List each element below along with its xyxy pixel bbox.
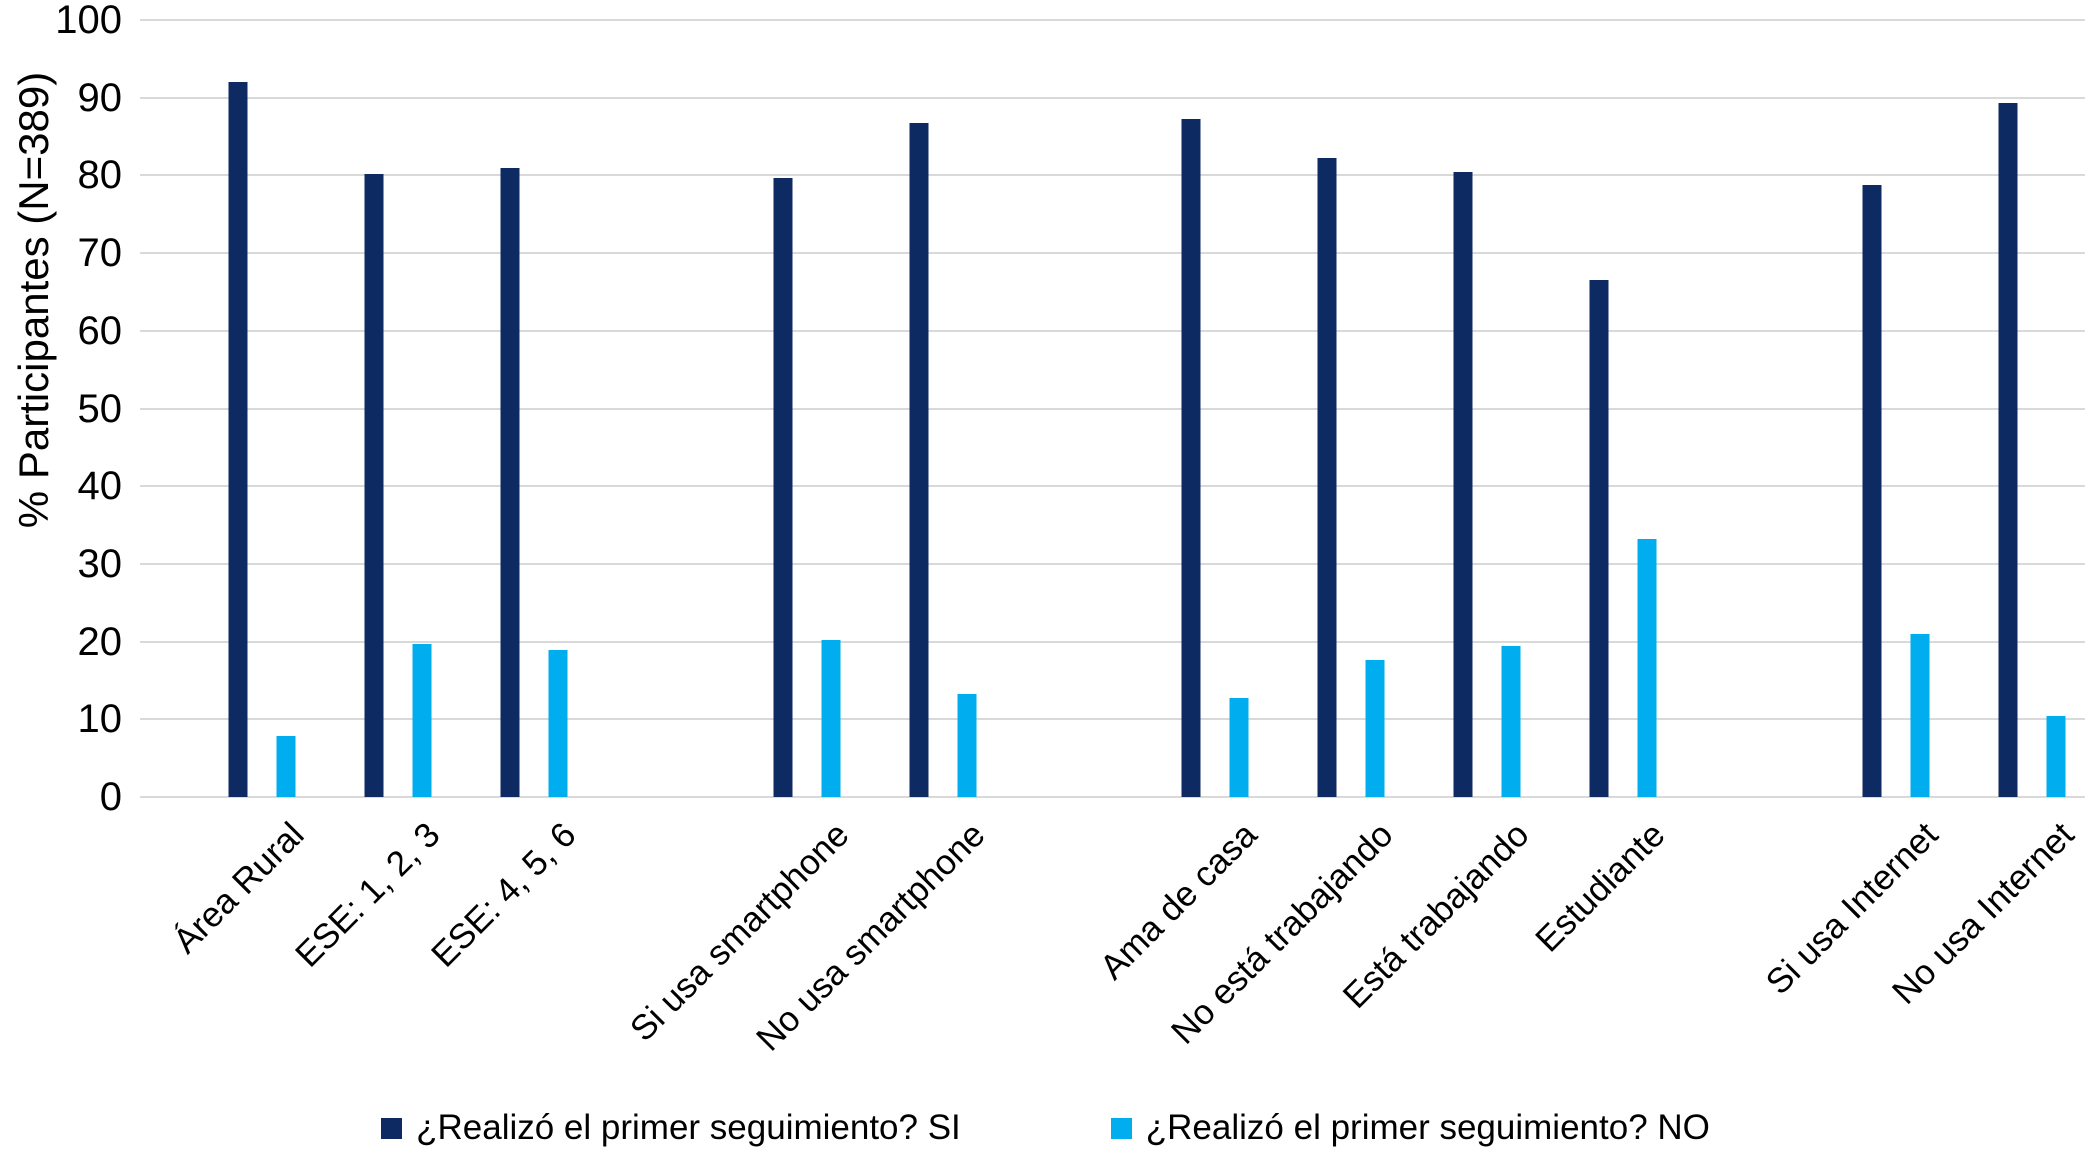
bar-pair-9 — [1589, 20, 1657, 797]
y-tick-label-100: 100 — [55, 0, 122, 42]
bar-no-11 — [2046, 716, 2066, 797]
bar-no-8 — [1501, 646, 1521, 797]
bar-no-9 — [1637, 539, 1657, 797]
y-tick-label-10: 10 — [77, 697, 123, 742]
gridline-30 — [140, 562, 2085, 565]
y-axis-title: % Participantes (N=389) — [10, 71, 57, 529]
y-tick-label-90: 90 — [77, 75, 123, 120]
bar-no-6 — [1229, 697, 1249, 797]
bar-no-4 — [821, 640, 841, 797]
bar-si-8 — [1453, 171, 1473, 797]
y-tick-label-50: 50 — [77, 386, 123, 431]
y-tick-label-60: 60 — [77, 308, 123, 353]
y-tick-label-70: 70 — [77, 231, 123, 276]
gridline-10 — [140, 718, 2085, 721]
bar-no-10 — [1910, 633, 1930, 797]
y-tick-label-20: 20 — [77, 619, 123, 664]
plot-area — [140, 19, 2085, 798]
chart-legend: ¿Realizó el primer seguimiento? SI ¿Real… — [0, 1098, 2091, 1158]
legend-si-swatch-icon — [381, 1117, 403, 1139]
bar-si-6 — [1181, 119, 1201, 797]
bar-pair-5 — [909, 20, 977, 797]
bar-pair-1 — [228, 20, 296, 797]
bar-si-5 — [909, 123, 929, 797]
y-tick-label-40: 40 — [77, 464, 123, 509]
y-tick-label-0: 0 — [99, 775, 122, 819]
legend-item-si: ¿Realizó el primer seguimiento? SI — [381, 1108, 961, 1148]
gridline-50 — [140, 407, 2085, 410]
y-tick-label-80: 80 — [77, 153, 123, 198]
gridline-60 — [140, 329, 2085, 332]
y-tick-label-30: 30 — [77, 541, 123, 586]
gridline-40 — [140, 485, 2085, 488]
gridline-0 — [140, 796, 2085, 798]
bar-no-3 — [548, 650, 568, 797]
bar-no-1 — [276, 735, 296, 797]
bar-pair-4 — [773, 20, 841, 797]
gridline-100 — [140, 19, 2085, 21]
bar-no-2 — [412, 643, 432, 797]
gridline-20 — [140, 640, 2085, 643]
x-label-9: Estudiante — [1528, 815, 1674, 960]
bar-pair-2 — [364, 20, 432, 797]
bar-pair-11 — [1998, 20, 2066, 797]
gridline-80 — [140, 174, 2085, 177]
x-label-3: ESE: 4, 5, 6 — [424, 815, 584, 975]
bar-pair-8 — [1453, 20, 1521, 797]
gridline-90 — [140, 96, 2085, 99]
gridline-70 — [140, 252, 2085, 255]
bar-si-1 — [228, 82, 248, 797]
bar-no-5 — [957, 694, 977, 797]
legend-no-label: ¿Realizó el primer seguimiento? NO — [1145, 1108, 1710, 1147]
x-label-1: Área Rural — [165, 815, 312, 961]
bar-si-9 — [1589, 280, 1609, 797]
x-axis-category-labels: Área Rural ESE: 1, 2, 3 ESE: 4, 5, 6 Si usa… — [140, 815, 2085, 1085]
bar-si-10 — [1862, 184, 1882, 797]
bar-si-11 — [1998, 103, 2018, 797]
bar-si-2 — [364, 173, 384, 797]
bar-si-4 — [773, 177, 793, 797]
bar-pair-10 — [1862, 20, 1930, 797]
legend-no-swatch-icon — [1110, 1117, 1132, 1139]
legend-si-label: ¿Realizó el primer seguimiento? SI — [416, 1108, 961, 1147]
legend-item-no: ¿Realizó el primer seguimiento? NO — [1110, 1108, 1710, 1148]
bar-si-7 — [1317, 157, 1337, 797]
bar-pair-7 — [1317, 20, 1385, 797]
bar-pair-3 — [500, 20, 568, 797]
bar-no-7 — [1365, 660, 1385, 797]
x-label-2: ESE: 1, 2, 3 — [288, 815, 448, 975]
bar-pair-6 — [1181, 20, 1249, 797]
x-label-5: No usa smartphone — [748, 815, 993, 1059]
bar-si-3 — [500, 167, 520, 797]
